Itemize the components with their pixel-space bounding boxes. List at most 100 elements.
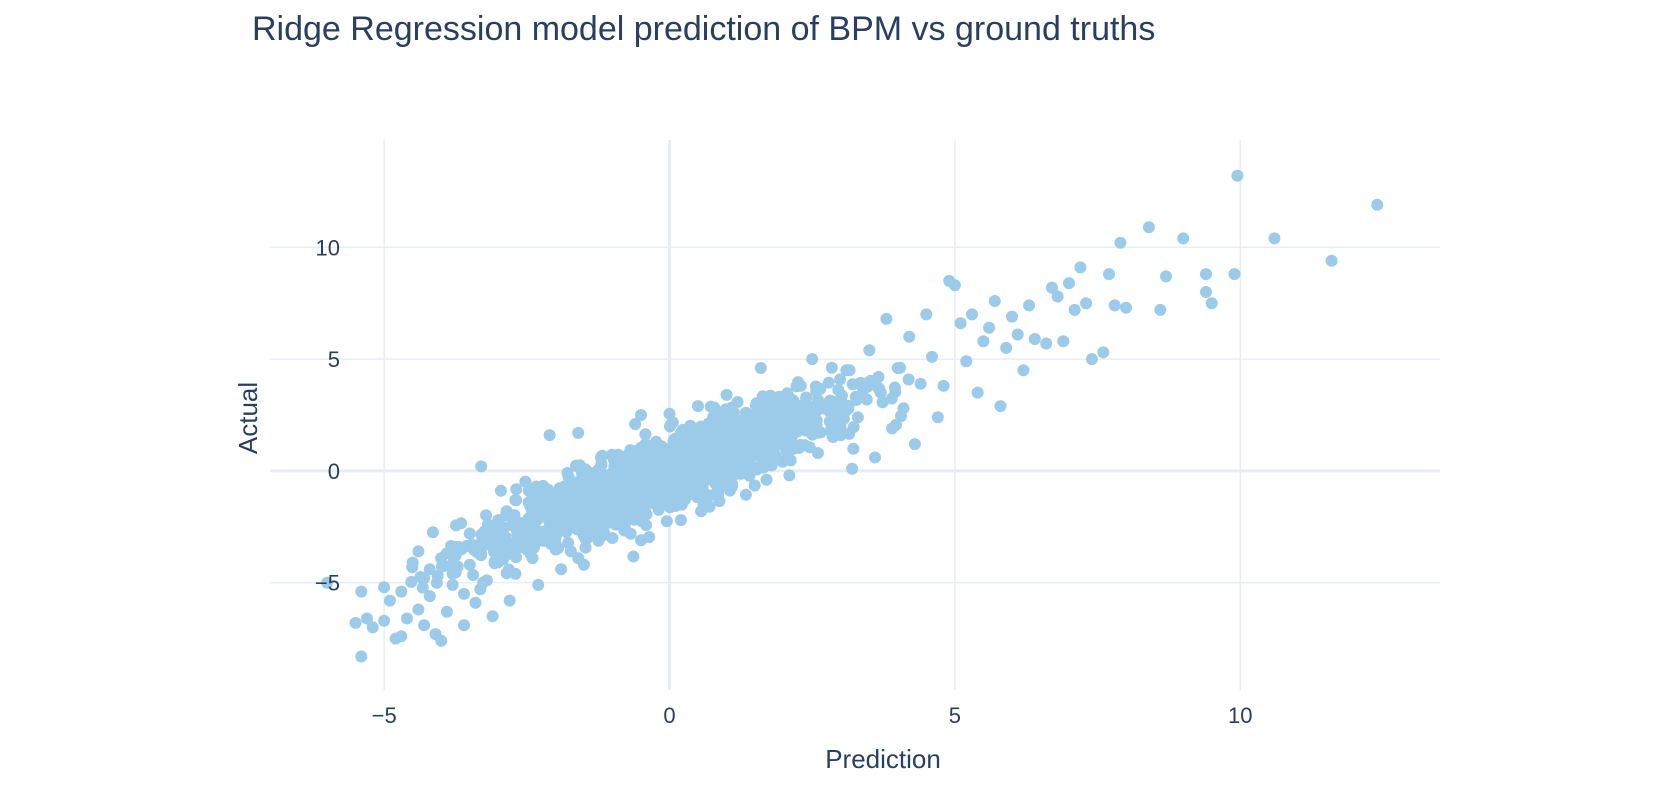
x-axis-label: Prediction (825, 744, 941, 774)
data-point (739, 467, 752, 480)
data-point (846, 378, 859, 391)
data-point (560, 520, 573, 533)
data-point (1063, 277, 1075, 290)
data-point (624, 446, 637, 459)
x-tick-label: −5 (372, 703, 397, 728)
data-point (914, 377, 927, 390)
data-point (616, 497, 629, 510)
data-point (597, 490, 610, 503)
data-point (526, 515, 539, 528)
data-point (1017, 364, 1030, 377)
data-point (395, 630, 408, 643)
data-point (720, 457, 733, 470)
data-point (1074, 261, 1087, 274)
data-point (435, 634, 448, 647)
data-point (1200, 286, 1212, 298)
data-point (1068, 303, 1081, 316)
data-point (401, 612, 413, 625)
data-point (811, 447, 824, 459)
data-point (640, 469, 653, 482)
data-point (840, 364, 853, 377)
y-tick-label: 5 (328, 347, 340, 372)
data-point (705, 464, 718, 476)
data-point (431, 569, 444, 582)
data-point (760, 473, 773, 486)
data-point (625, 494, 638, 507)
data-point (880, 312, 893, 325)
data-point (500, 567, 513, 580)
data-point (469, 596, 482, 609)
data-point (446, 578, 459, 591)
data-point (562, 536, 575, 549)
data-point (756, 390, 769, 403)
data-point (823, 395, 836, 408)
data-point (589, 482, 602, 495)
y-tick-label: −5 (315, 571, 340, 596)
data-point (447, 556, 460, 569)
data-point (609, 518, 622, 531)
data-point (849, 390, 862, 403)
data-point (1028, 333, 1041, 345)
data-point (825, 361, 838, 374)
data-point (1325, 254, 1338, 267)
data-point (1080, 297, 1093, 310)
data-point (1040, 337, 1053, 350)
data-point (446, 567, 459, 580)
data-point (675, 498, 688, 511)
data-point (651, 483, 664, 496)
data-point (1200, 268, 1212, 281)
data-point (703, 500, 716, 513)
data-point (577, 558, 590, 571)
data-point (708, 454, 721, 467)
data-point (673, 434, 686, 447)
data-point (800, 391, 813, 404)
data-point (703, 429, 716, 442)
data-point (467, 569, 480, 581)
data-point (814, 426, 827, 439)
data-point (822, 376, 835, 389)
data-point (458, 619, 470, 632)
data-point (809, 380, 822, 393)
data-point (494, 484, 507, 497)
data-point (757, 461, 770, 474)
data-point (960, 355, 973, 368)
data-point (657, 494, 670, 506)
data-point (577, 496, 590, 509)
data-point (779, 425, 792, 438)
data-point (891, 362, 904, 374)
data-point (847, 421, 860, 434)
data-point (663, 453, 676, 466)
data-point (1142, 221, 1155, 234)
data-point (743, 449, 756, 462)
data-point (579, 541, 592, 554)
data-point (765, 443, 778, 455)
data-point (418, 619, 431, 632)
data-point (692, 400, 704, 413)
data-point (366, 621, 379, 634)
data-point (509, 567, 522, 580)
data-point (579, 463, 592, 476)
data-point (537, 534, 550, 547)
data-point (860, 393, 873, 406)
data-point (349, 616, 362, 629)
data-point (680, 424, 693, 437)
data-point (572, 426, 585, 439)
data-point (629, 418, 642, 431)
data-point (405, 575, 418, 588)
data-point (1103, 268, 1115, 281)
data-point (783, 469, 796, 482)
data-point (418, 572, 431, 585)
data-point (739, 488, 752, 501)
data-point (458, 587, 470, 600)
data-point (640, 519, 652, 531)
data-point (714, 474, 727, 487)
data-point (847, 442, 860, 455)
data-point (869, 451, 881, 464)
data-point (1231, 169, 1244, 182)
data-point (378, 614, 391, 627)
data-point (1023, 299, 1036, 312)
data-point (395, 585, 408, 598)
data-point (672, 469, 685, 482)
data-point (1228, 268, 1241, 281)
data-point (503, 594, 516, 607)
